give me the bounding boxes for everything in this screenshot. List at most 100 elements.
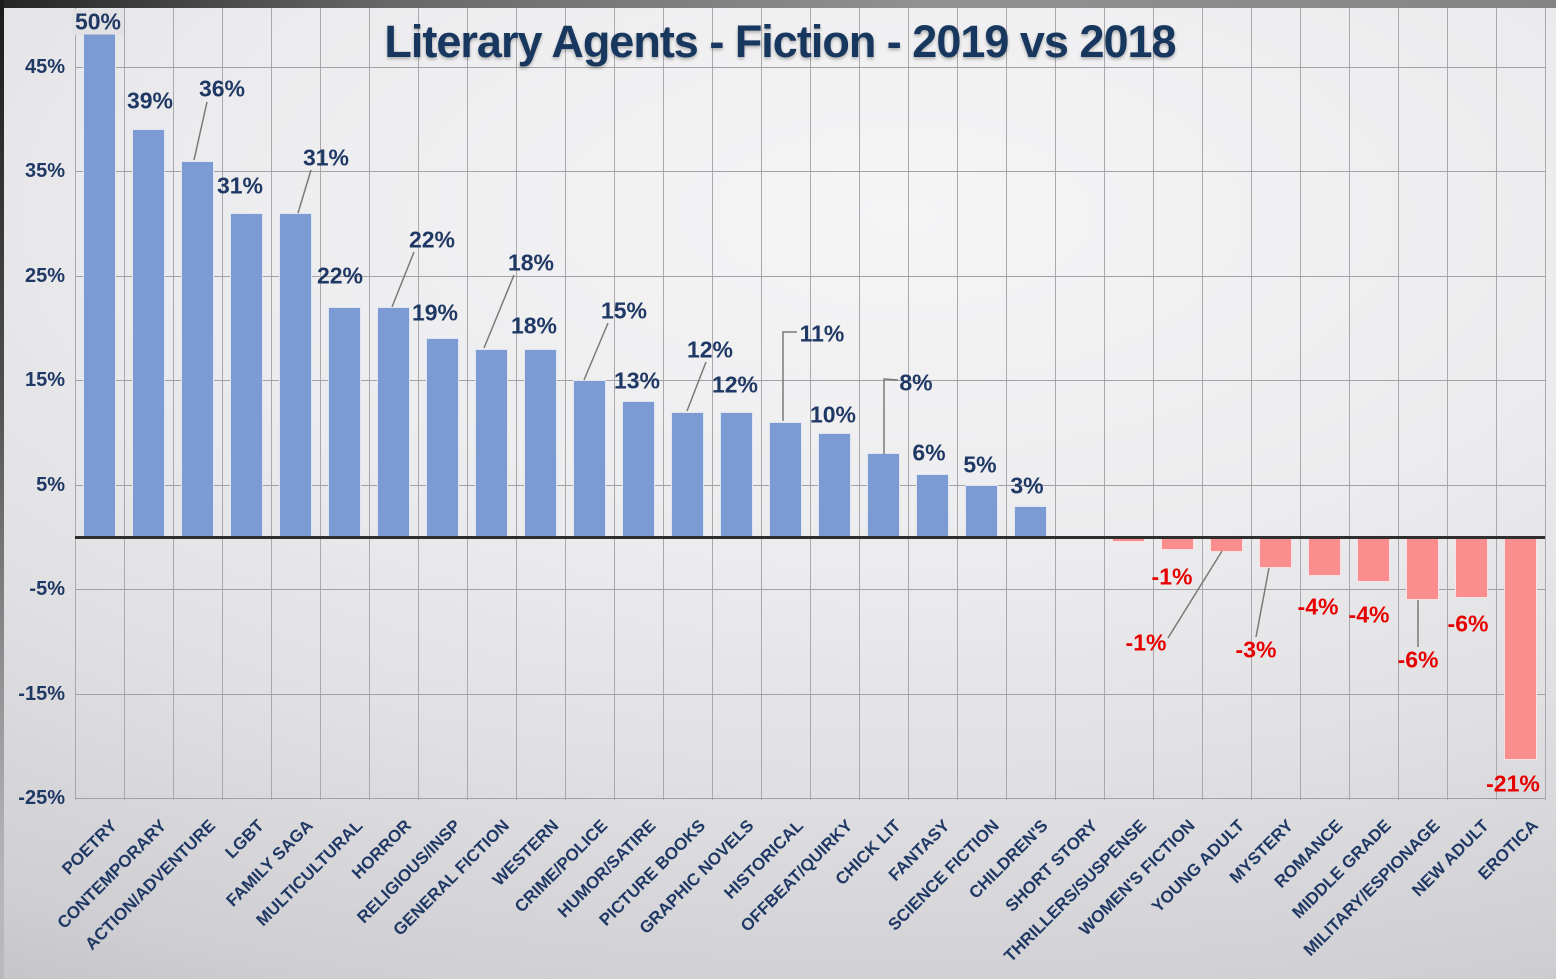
y-axis-label: -15% bbox=[18, 683, 65, 705]
bar-western bbox=[524, 349, 557, 537]
data-label: 18% bbox=[510, 312, 558, 339]
horizontal-gridline bbox=[75, 589, 1545, 590]
vertical-gridline bbox=[271, 8, 272, 800]
vertical-gridline bbox=[712, 8, 713, 800]
bar-general-fiction bbox=[475, 349, 508, 537]
data-label: -6% bbox=[1447, 610, 1489, 637]
y-axis-label: 5% bbox=[36, 474, 65, 496]
bar-contemporary bbox=[132, 129, 165, 537]
vertical-gridline bbox=[369, 8, 370, 800]
x-axis-label-family-saga: FAMILY SAGA bbox=[222, 816, 317, 911]
data-label: -1% bbox=[1125, 629, 1167, 656]
bar-historical bbox=[769, 422, 802, 537]
data-label: 5% bbox=[963, 451, 997, 478]
vertical-gridline bbox=[1300, 8, 1301, 800]
bar-picture-books bbox=[671, 412, 704, 537]
bar-military-espionage bbox=[1406, 537, 1439, 600]
bar-action-adventure bbox=[181, 161, 214, 537]
bar-science-fiction bbox=[965, 485, 998, 537]
vertical-gridline bbox=[1006, 8, 1007, 800]
bar-middle-grade bbox=[1357, 537, 1390, 582]
data-label: -21% bbox=[1486, 770, 1540, 797]
bar-crime-police bbox=[573, 380, 606, 537]
bar-offbeat-quirky bbox=[818, 433, 851, 538]
data-label: 19% bbox=[411, 299, 459, 326]
vertical-gridline bbox=[1153, 8, 1154, 800]
data-label: -6% bbox=[1397, 646, 1439, 673]
data-label: 3% bbox=[1010, 472, 1044, 499]
bar-lgbt bbox=[230, 213, 263, 537]
bar-erotica bbox=[1504, 537, 1537, 760]
zero-axis-line bbox=[75, 536, 1545, 539]
bar-family-saga bbox=[279, 213, 312, 537]
horizontal-gridline bbox=[75, 798, 1545, 799]
leader-line bbox=[686, 361, 707, 412]
data-label: -4% bbox=[1297, 593, 1339, 620]
vertical-gridline bbox=[1104, 8, 1105, 800]
leader-line bbox=[782, 331, 797, 421]
chart-title: Literary Agents - Fiction - 2019 vs 2018 bbox=[384, 16, 1176, 67]
vertical-gridline bbox=[1398, 8, 1399, 800]
data-label: 12% bbox=[686, 336, 734, 363]
vertical-gridline bbox=[418, 8, 419, 800]
vertical-gridline bbox=[565, 8, 566, 800]
vertical-gridline bbox=[810, 8, 811, 800]
data-label: 36% bbox=[198, 75, 246, 102]
bar-new-adult bbox=[1455, 537, 1488, 598]
vertical-gridline bbox=[1545, 8, 1546, 800]
left-edge-border bbox=[0, 0, 4, 979]
bar-multicultural bbox=[328, 307, 361, 537]
data-label: 31% bbox=[302, 144, 350, 171]
bar-horror bbox=[377, 307, 410, 537]
top-edge-border bbox=[0, 0, 1556, 8]
bar-humor-satire bbox=[622, 401, 655, 537]
vertical-gridline bbox=[222, 8, 223, 800]
data-label: 18% bbox=[507, 249, 555, 276]
horizontal-gridline bbox=[75, 276, 1545, 277]
leader-line bbox=[583, 322, 609, 381]
horizontal-gridline bbox=[75, 485, 1545, 486]
data-label: 22% bbox=[408, 226, 456, 253]
horizontal-gridline bbox=[75, 171, 1545, 172]
vertical-gridline bbox=[1496, 8, 1497, 800]
bar-religious-insp bbox=[426, 338, 459, 537]
data-label: 31% bbox=[216, 172, 264, 199]
vertical-gridline bbox=[320, 8, 321, 800]
vertical-gridline bbox=[614, 8, 615, 800]
vertical-gridline bbox=[516, 8, 517, 800]
data-label: 12% bbox=[711, 371, 759, 398]
horizontal-gridline bbox=[75, 380, 1545, 381]
data-label: 6% bbox=[912, 439, 946, 466]
vertical-gridline bbox=[1055, 8, 1056, 800]
bar-graphic-novels bbox=[720, 412, 753, 537]
vertical-gridline bbox=[859, 8, 860, 800]
y-axis-label: 15% bbox=[24, 369, 65, 391]
y-axis-label: 45% bbox=[24, 56, 65, 78]
data-label: 8% bbox=[899, 369, 933, 396]
leader-line bbox=[883, 378, 899, 454]
vertical-gridline bbox=[1202, 8, 1203, 800]
x-axis-label-lgbt: LGBT bbox=[221, 816, 268, 863]
data-label: -3% bbox=[1235, 636, 1277, 663]
vertical-gridline bbox=[957, 8, 958, 800]
data-label: 10% bbox=[809, 401, 857, 428]
data-label: -1% bbox=[1151, 563, 1193, 590]
vertical-gridline bbox=[761, 8, 762, 800]
bar-romance bbox=[1308, 537, 1341, 576]
leader-line bbox=[1255, 567, 1270, 638]
vertical-gridline bbox=[124, 8, 125, 800]
y-axis-label: -25% bbox=[18, 787, 65, 809]
bar-chick-lit bbox=[867, 453, 900, 537]
leader-line bbox=[391, 251, 415, 308]
data-label: -4% bbox=[1348, 601, 1390, 628]
data-label: 13% bbox=[613, 367, 661, 394]
vertical-gridline bbox=[467, 8, 468, 800]
bar-poetry bbox=[83, 15, 116, 538]
data-label: 11% bbox=[799, 320, 845, 347]
data-label: 39% bbox=[126, 87, 174, 114]
bar-mystery bbox=[1259, 537, 1292, 568]
vertical-gridline bbox=[75, 8, 76, 800]
vertical-gridline bbox=[908, 8, 909, 800]
y-axis-label: 35% bbox=[24, 160, 65, 182]
